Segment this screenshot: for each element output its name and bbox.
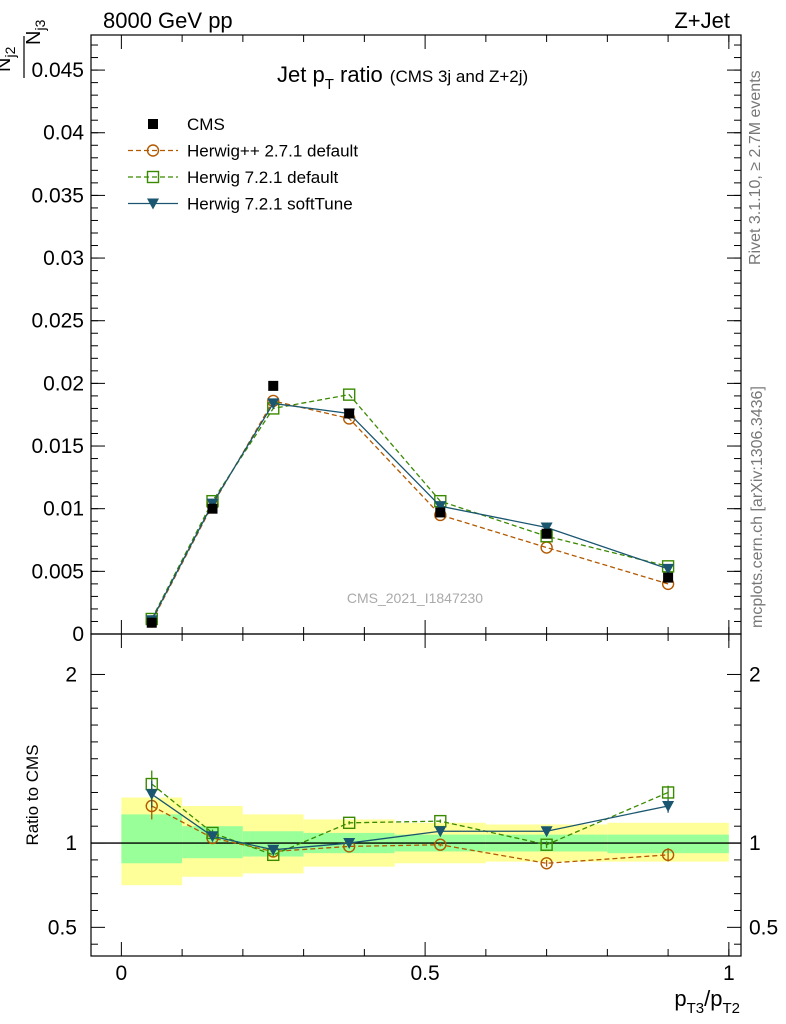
ratio-ylabel: Ratio to CMS: [23, 744, 42, 845]
main-ytick-label: 0.03: [43, 247, 84, 270]
svg-text:Nj2: Nj2: [0, 46, 18, 72]
data-point: [344, 408, 355, 419]
main-ytick-label: 0.005: [31, 560, 84, 583]
legend-label: Herwig 7.2.1 softTune: [187, 195, 353, 214]
data-point: [435, 507, 446, 518]
legend-item-herwig-7-2-1-default: Herwig 7.2.1 default: [128, 168, 338, 187]
svg-text:Nj3: Nj3: [23, 19, 48, 45]
header-right: Z+Jet: [674, 8, 730, 33]
series-cms: [146, 380, 674, 628]
data-point: [342, 388, 356, 401]
main-title: Jet pT ratio (CMS 3j and Z+2j): [277, 62, 528, 93]
ratio-data-point: [434, 826, 447, 838]
ratio-ytick-label-right: 2: [749, 663, 761, 686]
ratio-plot-frame: [90, 633, 742, 957]
ratio-panel: 0.5 0.5 1 1 2 2 0 0.5 1: [48, 633, 778, 985]
ratio-xtick-label: 1: [723, 962, 735, 985]
data-point: [662, 563, 675, 575]
main-ytick-label: 0.01: [43, 498, 84, 521]
ratio-data-point: [343, 838, 356, 850]
ratio-data-point: [661, 786, 675, 799]
ratio-data-point: [540, 838, 553, 851]
legend-marker: [147, 198, 159, 210]
legend-label: CMS: [187, 115, 225, 134]
legend-marker: [146, 170, 160, 184]
main-ytick-label: 0.015: [31, 435, 84, 458]
x-axis-label: pT3/pT2: [674, 986, 740, 1017]
data-point: [540, 522, 553, 534]
header-left: 8000 GeV pp: [103, 8, 233, 33]
ratio-data-point: [267, 844, 280, 856]
main-ytick-label: 0: [72, 623, 84, 646]
main-ylabel: Nj2: [0, 46, 18, 72]
ratio-series-herwig-7-2-1-softtune: [145, 780, 675, 856]
ratio-xtick-label: 0: [116, 962, 128, 985]
legend-marker: [148, 119, 158, 129]
ratio-ytick-label-right: 0.5: [749, 916, 778, 939]
ratio-xtick-label: 0.5: [411, 962, 440, 985]
legend-marker: [146, 144, 160, 157]
main-panel: 0 0.005 0.01 0.015 0.02 0.025 0.03 0.035 0.04 0.0…: [31, 34, 742, 646]
ratio-ytick-label: 1: [65, 832, 77, 855]
legend-item-cms: CMS: [148, 115, 225, 134]
ratio-data-point: [434, 838, 447, 851]
main-ytick-label: 0.04: [43, 122, 84, 145]
main-ytick-label: 0.035: [31, 184, 84, 207]
mcplots-source-label: mcplots.cern.ch [arXiv:1306.3436]: [749, 386, 766, 628]
ratio-data-point: [206, 831, 219, 843]
main-ylabel-numerator: Nj3: [23, 19, 48, 45]
ratio-data-point: [145, 789, 158, 801]
ratio-ytick-label-right: 1: [749, 832, 761, 855]
data-point: [268, 380, 279, 391]
rivet-version-label: Rivet 3.1.10, ≥ 2.7M events: [747, 70, 764, 265]
series-line: [151, 400, 669, 622]
legend: CMS Herwig++ 2.7.1 default Herwig 7.2.1 de…: [128, 115, 358, 214]
data-point: [267, 398, 280, 410]
ratio-data-point: [540, 857, 553, 870]
analysis-watermark: CMS_2021_I1847230: [347, 590, 483, 606]
ratio-ytick-label: 2: [65, 663, 77, 686]
data-point: [541, 528, 552, 539]
data-point: [663, 572, 674, 583]
series-line: [151, 393, 669, 620]
uncertainty-band-inner: [607, 834, 729, 854]
data-point: [207, 503, 218, 514]
main-ytick-label: 0.02: [43, 372, 84, 395]
ratio-data-point: [342, 816, 356, 830]
data-point: [434, 501, 447, 513]
ratio-data-point: [662, 800, 675, 812]
main-ytick-label: 0.025: [31, 310, 84, 333]
ratio-ytick-label: 0.5: [48, 916, 77, 939]
uncertainty-band-inner: [121, 814, 183, 864]
data-point: [146, 617, 157, 628]
legend-item-herwig-7-2-1-softtune: Herwig 7.2.1 softTune: [128, 195, 353, 214]
data-point: [540, 541, 553, 554]
legend-label: Herwig++ 2.7.1 default: [187, 142, 358, 161]
main-ytick-label: 0.045: [31, 59, 84, 82]
ratio-data-point: [661, 848, 675, 862]
series-line: [151, 402, 669, 621]
legend-item-herwig-2-7-1-default: Herwig++ 2.7.1 default: [128, 142, 358, 161]
ratio-data-point: [540, 826, 553, 838]
legend-label: Herwig 7.2.1 default: [187, 168, 338, 187]
